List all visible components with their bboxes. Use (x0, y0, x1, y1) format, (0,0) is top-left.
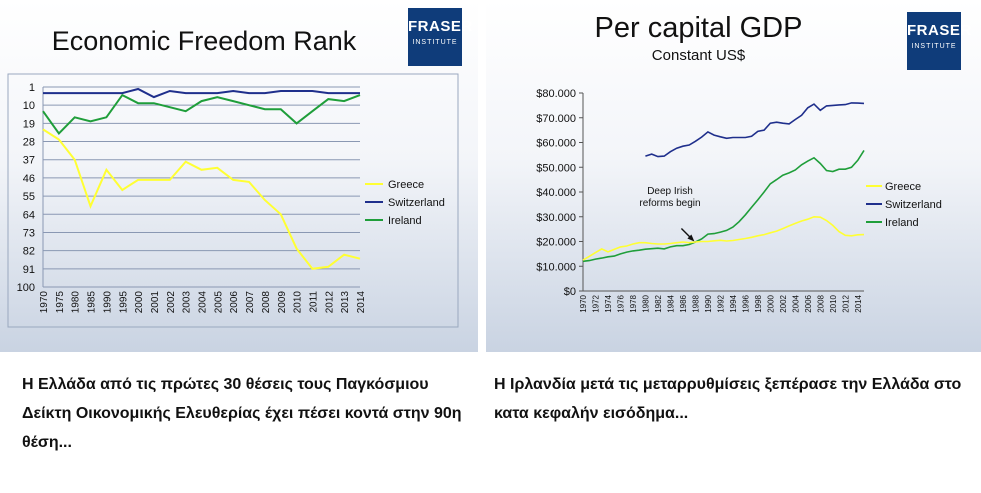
x-tick-label: 1994 (729, 294, 738, 312)
right-caption: Η Ιρλανδία μετά τις μεταρρυθμίσεις ξεπέρ… (494, 376, 962, 422)
series-line-switzerland (645, 102, 865, 158)
legend-label-greece: Greece (885, 181, 921, 193)
chart-subtitle: Constant US$ (651, 47, 746, 64)
x-tick-label: 1980 (71, 291, 82, 314)
x-tick-label: 1984 (666, 294, 675, 312)
x-tick-label: 1976 (616, 294, 625, 312)
x-tick-label: 1986 (679, 294, 688, 312)
right-chart-panel: Per capital GDP Constant US$ FRASER INST… (486, 0, 981, 352)
x-tick-label: 2012 (841, 294, 850, 312)
x-tick-label: 2008 (816, 294, 825, 312)
x-tick-label: 2002 (779, 294, 788, 312)
x-tick-label: 2012 (324, 291, 335, 314)
annotation-text: Deep Irish reforms begin (639, 186, 701, 209)
chart-title: Economic Freedom Rank (51, 26, 357, 56)
x-tick-label: 2010 (829, 294, 838, 312)
x-tick-label: 2008 (261, 291, 272, 314)
x-tick-label: 1972 (591, 294, 600, 312)
economic-freedom-chart: 1 10 19 28 37 46 55 64 73 82 91 100 1970 1975 1980 1985… (7, 73, 459, 328)
y-tick-label: 28 (23, 137, 35, 149)
x-tick-label: 2001 (150, 291, 161, 314)
series-line-ireland (42, 93, 361, 136)
legend-label-ireland: Ireland (885, 217, 919, 229)
legend-label-switzerland: Switzerland (388, 197, 445, 209)
x-tick-label: 2000 (766, 294, 775, 312)
y-tick-label: 73 (23, 227, 35, 239)
y-tick-label: 64 (23, 209, 35, 221)
x-tick-label: 1978 (629, 294, 638, 312)
x-tick-label: 1992 (716, 294, 725, 312)
x-tick-label: 1985 (87, 291, 98, 314)
x-tick-label: 2014 (356, 291, 367, 314)
y-tick-label: $60.000 (536, 138, 576, 150)
x-tick-label: 1982 (654, 294, 663, 312)
y-tick-label: $40.000 (536, 187, 576, 199)
y-tick-label: $70.000 (536, 113, 576, 125)
x-tick-label: 2002 (166, 291, 177, 314)
x-tick-label: 2013 (340, 291, 351, 314)
y-tick-label: 10 (23, 100, 35, 112)
series-line-ireland (582, 149, 865, 263)
x-tick-label: 1970 (579, 294, 588, 312)
gdp-chart: $0 $10.000 $20.000 $30.000 $40.000 $50.000 $60… (536, 88, 942, 313)
left-chart-panel: Economic Freedom Rank FRASER INSTITUTE 1… (0, 0, 478, 352)
x-tick-label: 2010 (293, 291, 304, 314)
series-line-greece (42, 128, 361, 270)
x-tick-label: 2004 (791, 294, 800, 312)
annotation-arrow-head (687, 234, 695, 242)
x-tick-label: 2011 (308, 291, 319, 313)
y-tick-label: 82 (23, 246, 35, 258)
x-tick-label: 1990 (704, 294, 713, 312)
x-tick-label: 2009 (277, 291, 288, 314)
y-tick-label: 91 (23, 264, 35, 276)
y-tick-label: 1 (29, 82, 35, 94)
y-tick-label: 55 (23, 191, 35, 203)
y-tick-label: $80.000 (536, 88, 576, 100)
y-tick-label: $20.000 (536, 237, 576, 249)
x-tick-label: 2003 (182, 291, 193, 314)
y-tick-label: 100 (17, 282, 35, 294)
x-tick-label: 1998 (754, 294, 763, 312)
x-tick-label: 1988 (691, 294, 700, 312)
y-tick-label: $50.000 (536, 162, 576, 174)
series-line-greece (582, 215, 865, 261)
x-tick-label: 1980 (641, 294, 650, 312)
series-line-switzerland (43, 87, 360, 99)
plot-selection-frame (7, 73, 459, 328)
x-tick-label: 1975 (55, 291, 66, 314)
x-tick-label: 1990 (102, 291, 113, 314)
left-caption: Η Ελλάδα από τις πρώτες 30 θέσεις τους Π… (22, 376, 462, 451)
x-tick-label: 2007 (245, 291, 256, 314)
x-tick-label: 2006 (229, 291, 240, 314)
x-tick-label: 2005 (213, 291, 224, 314)
x-tick-label: 1970 (39, 291, 50, 314)
chart-title: Per capital GDP (594, 12, 803, 44)
y-tick-label: $0 (564, 286, 576, 298)
x-tick-label: 1995 (118, 291, 129, 314)
y-tick-label: 19 (23, 118, 35, 130)
x-tick-label: 1996 (741, 294, 750, 312)
y-tick-label: $10.000 (536, 261, 576, 273)
legend-label-switzerland: Switzerland (885, 199, 942, 211)
y-tick-label: $30.000 (536, 212, 576, 224)
fraser-logo: FRASER INSTITUTE (408, 8, 472, 66)
x-tick-label: 2014 (854, 294, 863, 312)
x-tick-label: 2000 (134, 291, 145, 314)
x-tick-label: 2004 (198, 291, 209, 314)
y-tick-label: 37 (23, 155, 35, 167)
legend-label-ireland: Ireland (388, 215, 422, 227)
x-tick-label: 1974 (604, 294, 613, 312)
x-tick-label: 2006 (804, 294, 813, 312)
legend-label-greece: Greece (388, 179, 424, 191)
fraser-logo: FRASER INSTITUTE (907, 12, 971, 70)
y-tick-label: 46 (23, 173, 35, 185)
